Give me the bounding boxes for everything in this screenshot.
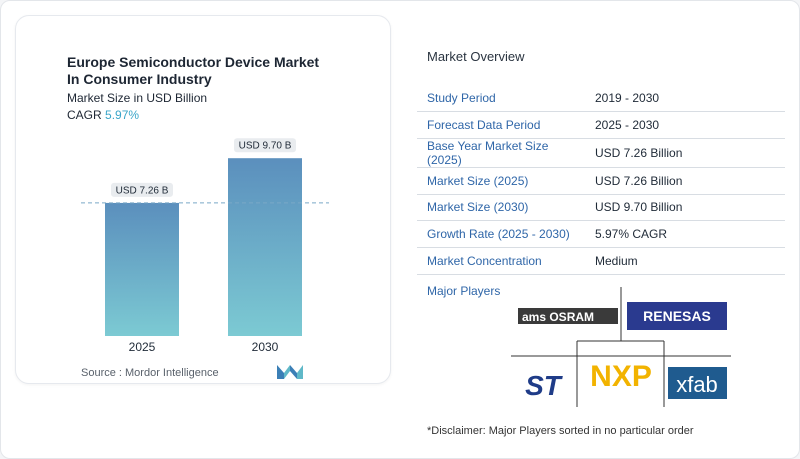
chart-title: Europe Semiconductor Device Market In Co… — [67, 54, 367, 88]
mordor-intelligence-logo-icon — [277, 365, 303, 379]
bar-chart: USD 7.26 B 2025 USD 9.70 B 2030 — [81, 138, 329, 354]
chart-subtitle: Market Size in USD Billion — [67, 91, 208, 105]
overview-key: Base Year Market Size (2025) — [417, 138, 585, 168]
source-text: Source : Mordor Intelligence — [81, 367, 219, 379]
overview-key: Forecast Data Period — [417, 111, 585, 139]
overview-row: Market Size (2025) USD 7.26 Billion — [417, 167, 785, 195]
renesas-logo: RENESAS — [627, 302, 727, 330]
x-tick-label: 2025 — [129, 340, 156, 354]
cagr-label: CAGR — [67, 108, 102, 122]
chart-title-line-1: Europe Semiconductor Device Market — [67, 54, 320, 70]
cagr-value: 5.97% — [105, 108, 140, 122]
value-label: USD 7.26 B — [116, 185, 169, 196]
bar-2030 — [228, 158, 302, 336]
overview-key: Market Size (2030) — [417, 194, 585, 222]
overview-value: USD 7.26 Billion — [585, 167, 785, 195]
overview-row: Growth Rate (2025 - 2030) 5.97% CAGR — [417, 220, 785, 248]
overview-key: Market Size (2025) — [417, 167, 585, 195]
renesas-text: RENESAS — [643, 308, 711, 324]
market-overview-heading: Market Overview — [427, 49, 525, 64]
bar-2025 — [105, 202, 179, 336]
overview-row: Study Period 2019 - 2030 — [417, 85, 785, 113]
overview-value: 2025 - 2030 — [585, 111, 785, 139]
nxp-logo: NXP — [590, 360, 652, 393]
chart-title-line-2: In Consumer Industry — [67, 71, 212, 87]
xfab-logo: xfab — [668, 367, 727, 399]
overview-key: Market Concentration — [417, 247, 585, 275]
overview-value: Medium — [585, 247, 785, 275]
overview-value: 2019 - 2030 — [585, 85, 785, 113]
overview-key: Study Period — [417, 85, 585, 113]
cagr-line: CAGR 5.97% — [67, 108, 139, 122]
overview-row: Market Concentration Medium — [417, 247, 785, 275]
major-players-label: Major Players — [427, 284, 501, 298]
st-logo: ST — [519, 369, 567, 401]
nxp-text: NXP — [590, 360, 652, 393]
disclaimer-text: *Disclaimer: Major Players sorted in no … — [427, 425, 694, 437]
value-label-background — [234, 138, 296, 153]
value-label-background — [111, 182, 173, 197]
overview-key: Growth Rate (2025 - 2030) — [417, 220, 585, 248]
overview-row: Market Size (2030) USD 9.70 Billion — [417, 194, 785, 222]
overview-row: Base Year Market Size (2025) USD 7.26 Bil… — [417, 138, 785, 168]
chart-card — [15, 15, 391, 384]
market-overview-table: Study Period 2019 - 2030 Forecast Data Per… — [417, 85, 785, 275]
overview-value: USD 7.26 Billion — [585, 138, 785, 168]
st-text: ST — [525, 370, 564, 401]
overview-value: USD 9.70 Billion — [585, 194, 785, 222]
value-label: USD 9.70 B — [239, 141, 292, 152]
ams-osram-logo: ams OSRAM — [518, 308, 618, 324]
x-tick-label: 2030 — [252, 340, 279, 354]
ams-text: ams OSRAM — [522, 310, 594, 324]
overview-value: 5.97% CAGR — [585, 220, 785, 248]
xfab-text: xfab — [676, 372, 718, 397]
overview-row: Forecast Data Period 2025 - 2030 — [417, 111, 785, 139]
